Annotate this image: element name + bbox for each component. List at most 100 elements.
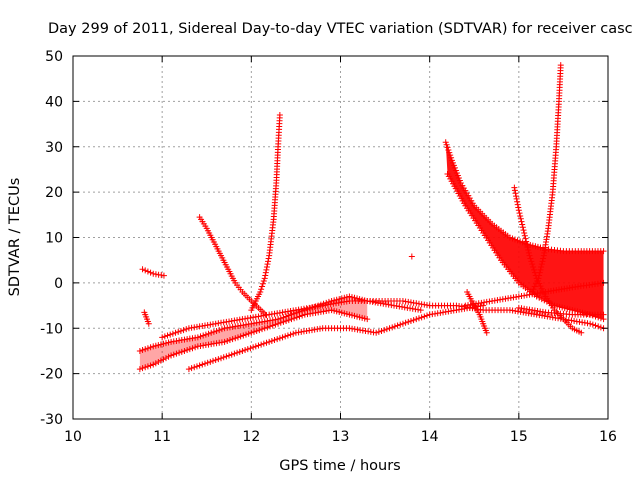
- data-point: [191, 364, 198, 371]
- data-point: [215, 356, 222, 363]
- data-point: [224, 337, 231, 344]
- x-tick-label: 12: [242, 429, 260, 445]
- data-point: [279, 334, 286, 341]
- data-point: [152, 360, 159, 367]
- data-point: [155, 342, 162, 349]
- data-point: [226, 337, 233, 344]
- data-point: [267, 323, 274, 330]
- data-point: [521, 229, 528, 236]
- data-point: [139, 347, 146, 354]
- data-point: [247, 345, 254, 352]
- data-point: [359, 314, 366, 321]
- data-point: [261, 325, 268, 332]
- data-point: [331, 307, 338, 314]
- data-point: [361, 315, 368, 322]
- data-point: [378, 327, 385, 334]
- data-point: [520, 227, 527, 234]
- data-point: [522, 235, 529, 242]
- data-point: [262, 272, 269, 279]
- data-point: [178, 348, 185, 355]
- data-point: [280, 314, 287, 321]
- data-point: [220, 354, 227, 361]
- data-point: [418, 314, 425, 321]
- data-point: [348, 312, 355, 319]
- data-point: [157, 341, 164, 348]
- data-point: [265, 255, 272, 262]
- data-point: [255, 342, 262, 349]
- data-point: [232, 335, 239, 342]
- data-point: [514, 201, 521, 208]
- data-point: [413, 316, 420, 323]
- data-point: [231, 350, 238, 357]
- data-point: [177, 327, 184, 334]
- series-14: [515, 304, 607, 318]
- data-point: [200, 332, 207, 339]
- data-point: [160, 356, 167, 363]
- data-point: [264, 261, 271, 268]
- data-point: [266, 338, 273, 345]
- data-series: [136, 62, 607, 373]
- data-point: [517, 215, 524, 222]
- data-point: [277, 315, 284, 322]
- data-point: [391, 323, 398, 330]
- data-point: [597, 324, 604, 331]
- x-tick-label: 13: [332, 429, 350, 445]
- data-point: [160, 272, 167, 279]
- data-point: [523, 238, 530, 245]
- data-point: [511, 187, 518, 194]
- data-point: [260, 340, 267, 347]
- data-point: [516, 210, 523, 217]
- data-point: [147, 269, 154, 276]
- y-tick-label: 50: [45, 49, 63, 65]
- data-point: [262, 269, 269, 276]
- x-tick-label: 14: [421, 429, 439, 445]
- data-point: [268, 337, 275, 344]
- data-point: [252, 343, 259, 350]
- data-point: [147, 362, 154, 369]
- data-point: [282, 333, 289, 340]
- data-point: [592, 322, 599, 329]
- series-7: [139, 266, 167, 279]
- chart-title: Day 299 of 2011, Sidereal Day-to-day VTE…: [48, 21, 633, 37]
- data-point: [144, 363, 151, 370]
- data-point: [159, 334, 166, 341]
- data-point: [415, 315, 422, 322]
- data-point: [336, 296, 343, 303]
- data-point: [175, 328, 182, 335]
- data-point: [288, 311, 295, 318]
- data-point: [196, 362, 203, 369]
- data-point: [164, 332, 171, 339]
- data-point: [170, 351, 177, 358]
- data-point: [212, 357, 219, 364]
- data-point: [239, 347, 246, 354]
- series-8: [408, 253, 415, 260]
- y-tick-label: -20: [40, 367, 63, 383]
- data-point: [351, 312, 358, 319]
- data-point: [356, 314, 363, 321]
- data-point: [375, 328, 382, 335]
- data-point: [199, 361, 206, 368]
- data-point: [265, 258, 272, 265]
- data-point: [223, 353, 230, 360]
- data-point: [351, 294, 358, 301]
- data-point: [258, 286, 265, 293]
- y-tick-label: -30: [40, 412, 63, 428]
- data-point: [399, 320, 406, 327]
- data-point: [373, 329, 380, 336]
- data-point: [136, 347, 143, 354]
- data-point: [293, 309, 300, 316]
- data-point: [242, 347, 249, 354]
- data-point: [521, 232, 528, 239]
- data-point: [169, 330, 176, 337]
- data-point: [167, 331, 174, 338]
- data-point: [180, 327, 187, 334]
- data-point: [172, 329, 179, 336]
- data-point: [161, 333, 168, 340]
- data-point: [274, 336, 281, 343]
- data-point: [405, 318, 412, 325]
- data-point: [263, 266, 270, 273]
- data-point: [410, 317, 417, 324]
- data-point: [251, 328, 258, 335]
- data-point: [234, 334, 241, 341]
- data-point: [192, 344, 199, 351]
